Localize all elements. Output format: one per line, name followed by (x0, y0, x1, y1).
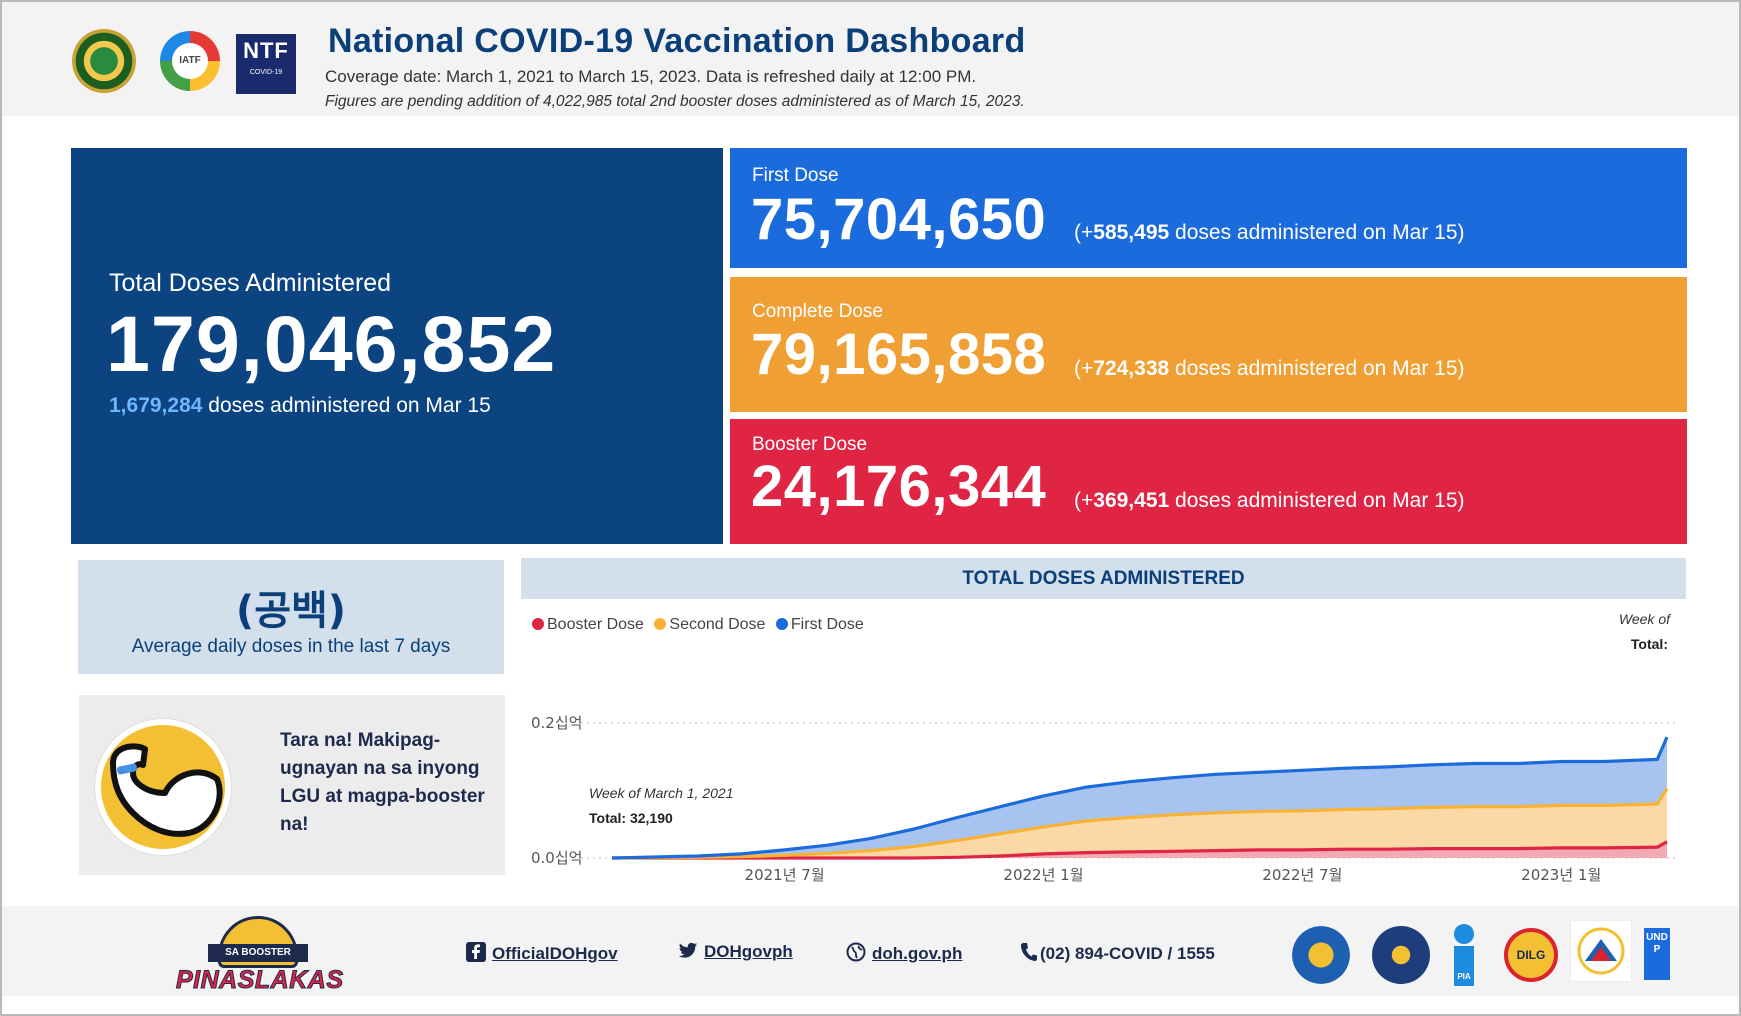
booster-dose-increment: (+369,451 doses administered on Mar 15) (1074, 489, 1465, 513)
x-tick-label: 2022년 1월 (1003, 866, 1083, 884)
average-daily-value: (공백) (235, 588, 347, 634)
twitter-link[interactable]: DOHgovph (678, 942, 793, 965)
tooltip-total: Total: 32,190 (589, 810, 673, 826)
pending-note: Figures are pending addition of 4,022,98… (325, 93, 1025, 110)
average-daily-card: (공백) Average daily doses in the last 7 d… (78, 560, 504, 674)
ntf-logo: NTF COVID-19 (236, 34, 296, 94)
complete-dose-inc-value: 724,338 (1093, 357, 1170, 380)
x-tick-label: 2023년 1월 (1521, 866, 1601, 884)
twitter-icon (678, 942, 698, 965)
page-title: National COVID-19 Vaccination Dashboard (328, 22, 1026, 60)
y-tick-label: 0.2십억 (531, 714, 582, 732)
line-second-dose (611, 787, 1669, 860)
pinaslakas-wordmark: PINASLAKAS (176, 966, 344, 995)
y-tick-label: 0.0십억 (531, 849, 582, 867)
line-first-dose (611, 736, 1669, 860)
ntf-logo-subtext: COVID-19 (249, 69, 283, 76)
pia-dot (1454, 924, 1474, 944)
first-dose-inc-suffix: doses administered on Mar 15) (1175, 221, 1465, 244)
booster-dose-label: Booster Dose (752, 434, 868, 455)
flexed-arm-graphic (110, 743, 223, 837)
area-booster-dose (612, 841, 1667, 858)
hotline: (02) 894-COVID / 1555 (1020, 942, 1215, 967)
booster-dose-inc-suffix: doses administered on Mar 15) (1175, 489, 1465, 512)
first-dose-label: First Dose (752, 165, 839, 186)
iatf-logo-text: IATF (172, 43, 208, 79)
undp-logo: UNDP (1644, 928, 1670, 980)
complete-dose-card: Complete Dose 79,165,858 (+724,338 doses… (730, 277, 1687, 412)
flexed-arm-icon (95, 719, 231, 855)
website-url[interactable]: doh.gov.ph (872, 944, 963, 963)
first-dose-inc-value: 585,495 (1093, 221, 1170, 244)
pia-logo: PIA (1452, 924, 1476, 986)
dilg-logo: DILG (1504, 928, 1558, 982)
chart-title: TOTAL DOSES ADMINISTERED (521, 558, 1686, 599)
booster-dose-card: Booster Dose 24,176,344 (+369,451 doses … (730, 419, 1687, 544)
first-dose-inc-prefix: (+ (1074, 221, 1094, 244)
legend-first[interactable]: First Dose (775, 616, 864, 634)
total-daily-line: 1,679,284 doses administered on Mar 15 (109, 394, 491, 418)
globe-icon (846, 942, 866, 967)
area-second-dose (612, 788, 1667, 858)
presidential-seal-logo (1372, 926, 1430, 984)
first-dose-card: First Dose 75,704,650 (+585,495 doses ad… (730, 148, 1687, 268)
legend-first-dot (775, 618, 788, 630)
coverage-text: Coverage date: March 1, 2021 to March 15… (325, 67, 977, 86)
legend-second-label: Second Dose (669, 616, 766, 633)
dict-graphic (1577, 927, 1625, 975)
pia-text: PIA (1454, 946, 1474, 986)
booster-promo: Tara na! Makipag-ugnayan na sa inyong LG… (79, 695, 505, 875)
website-link[interactable]: doh.gov.ph (846, 942, 962, 967)
promo-text: Tara na! Makipag-ugnayan na sa inyong LG… (280, 730, 485, 835)
ntf-logo-text: NTF (243, 38, 289, 63)
first-dose-value: 75,704,650 (751, 187, 1047, 252)
chart-legend[interactable]: Booster Dose Second Dose First Dose (532, 616, 870, 634)
line-booster-dose (612, 840, 1668, 860)
complete-dose-inc-prefix: (+ (1074, 357, 1094, 380)
complete-dose-increment: (+724,338 doses administered on Mar 15) (1074, 357, 1465, 381)
pinaslakas-logo: SA BOOSTER PINASLAKAS (176, 916, 344, 995)
footer: SA BOOSTER PINASLAKAS OfficialDOHgov DOH… (2, 906, 1739, 996)
hover-week-label: Week of (1618, 611, 1670, 627)
phone-icon (1020, 942, 1038, 967)
pinaslakas-ribbon: SA BOOSTER (208, 944, 308, 962)
legend-booster-label: Booster Dose (547, 616, 644, 633)
average-daily-label: Average daily doses in the last 7 days (131, 636, 451, 657)
facebook-icon (466, 942, 486, 967)
complete-dose-label: Complete Dose (752, 301, 883, 322)
first-dose-increment: (+585,495 doses administered on Mar 15) (1074, 221, 1465, 245)
twitter-handle[interactable]: DOHgovph (704, 942, 793, 961)
booster-dose-inc-prefix: (+ (1074, 489, 1094, 512)
dict-logo (1570, 920, 1632, 982)
legend-booster-dot (532, 618, 544, 630)
legend-booster[interactable]: Booster Dose (532, 616, 644, 634)
hotline-number: (02) 894-COVID / 1555 (1040, 944, 1215, 963)
pcoo-seal-logo (1292, 926, 1350, 984)
header: IATF NTF COVID-19 National COVID-19 Vacc… (2, 2, 1739, 116)
booster-dose-inc-value: 369,451 (1093, 489, 1170, 512)
x-tick-label: 2021년 7월 (745, 866, 825, 884)
legend-first-label: First Dose (790, 616, 864, 633)
tooltip-week: Week of March 1, 2021 (589, 785, 734, 801)
x-tick-label: 2022년 7월 (1262, 866, 1342, 884)
booster-dose-value: 24,176,344 (751, 454, 1047, 519)
total-daily-value: 1,679,284 (109, 394, 203, 417)
complete-dose-inc-suffix: doses administered on Mar 15) (1175, 357, 1465, 380)
total-doses-card: Total Doses Administered 179,046,852 1,6… (71, 148, 723, 544)
iatf-logo: IATF (160, 31, 220, 91)
total-doses-value: 179,046,852 (106, 299, 557, 388)
complete-dose-value: 79,165,858 (751, 322, 1047, 387)
facebook-handle[interactable]: OfficialDOHgov (492, 944, 618, 963)
facebook-link[interactable]: OfficialDOHgov (466, 942, 618, 967)
hover-total-label: Total: (1630, 636, 1668, 652)
legend-second[interactable]: Second Dose (654, 616, 765, 634)
legend-second-dot (654, 618, 667, 630)
total-daily-suffix: doses administered on Mar 15 (208, 394, 491, 417)
doses-area-chart[interactable]: 0.0십억 0.2십억 2021년 7월 2022년 1월 2022년 7월 2023년 … (521, 690, 1686, 890)
doh-seal-logo (72, 29, 136, 93)
total-doses-label: Total Doses Administered (109, 269, 392, 297)
